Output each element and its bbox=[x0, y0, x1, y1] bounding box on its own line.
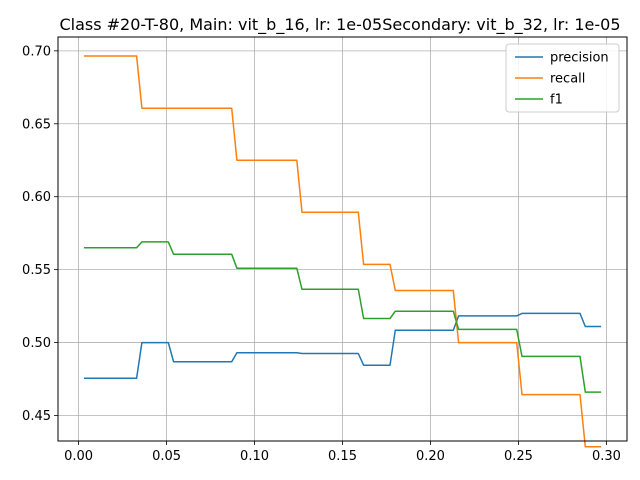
legend-label-recall: recall bbox=[550, 72, 585, 87]
series-line-recall bbox=[83, 55, 602, 448]
x-tick-label: 0.25 bbox=[504, 449, 533, 464]
axis-ticks: 0.00 0.05 0.10 0.15 0.20 0.25 0.30 0.45 0.50 0.55… bbox=[22, 44, 621, 464]
legend-box bbox=[505, 43, 620, 113]
x-tick-label: 0.20 bbox=[416, 449, 445, 464]
x-tick-label: 0.15 bbox=[328, 449, 357, 464]
x-tick-label: 0.30 bbox=[592, 449, 621, 464]
y-tick-label: 0.50 bbox=[22, 336, 51, 351]
chart-title: Class #20-T-80, Main: vit_b_16, lr: 1e-0… bbox=[59, 15, 620, 35]
x-tick-label: 0.10 bbox=[240, 449, 269, 464]
legend-label-precision: precision bbox=[550, 51, 609, 66]
y-tick-label: 0.65 bbox=[22, 117, 51, 132]
x-tick-label: 0.00 bbox=[64, 449, 93, 464]
x-tick-label: 0.05 bbox=[152, 449, 181, 464]
y-tick-label: 0.70 bbox=[22, 44, 51, 59]
series-line-precision bbox=[83, 312, 602, 380]
y-tick-label: 0.60 bbox=[22, 190, 51, 205]
y-tick-label: 0.55 bbox=[22, 263, 51, 278]
series-lines bbox=[83, 55, 602, 448]
y-tick-label: 0.45 bbox=[22, 409, 51, 424]
legend-label-f1: f1 bbox=[550, 93, 563, 108]
series-line-f1 bbox=[83, 241, 602, 393]
legend: precision recall f1 bbox=[505, 43, 620, 113]
